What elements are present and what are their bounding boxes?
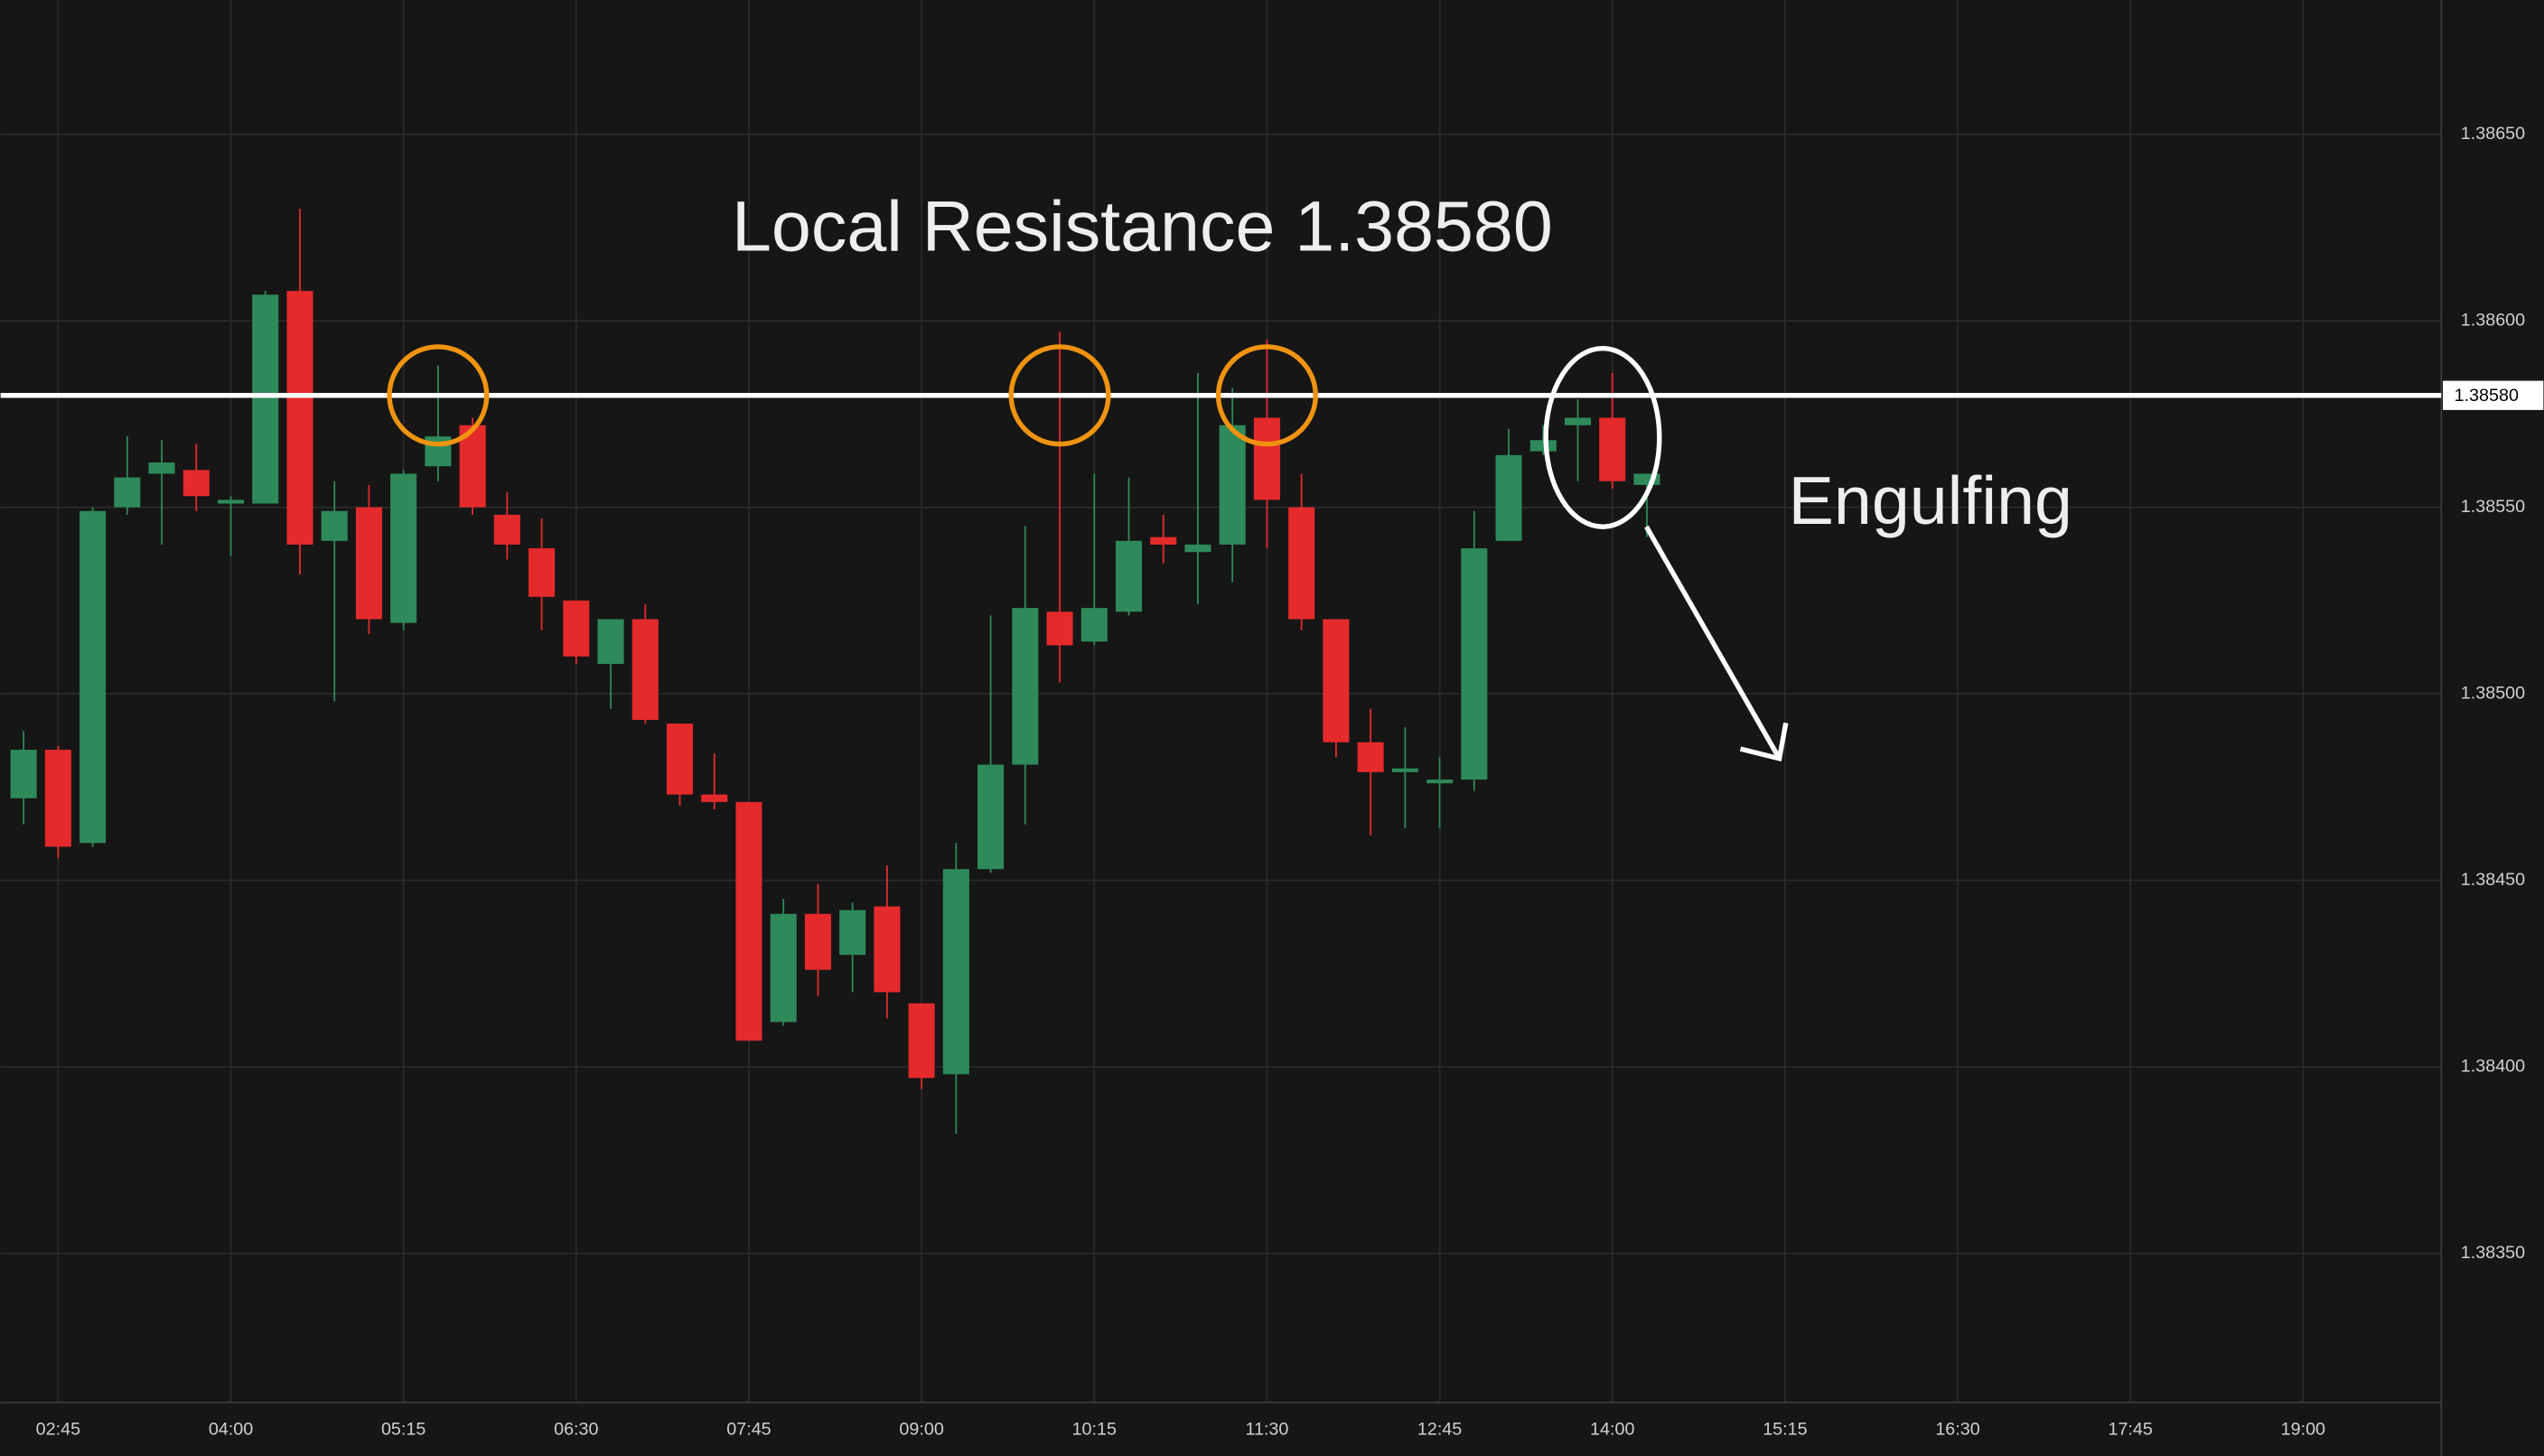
candle-body <box>1046 611 1073 646</box>
candle-body <box>114 477 141 508</box>
x-tick-label: 12:45 <box>1417 1419 1462 1439</box>
y-tick-label: 1.38600 <box>2461 310 2525 330</box>
candle-body <box>1288 507 1315 620</box>
candle-body <box>597 619 624 665</box>
candle-body <box>977 764 1005 870</box>
candle-body <box>1426 779 1454 784</box>
candle-body <box>666 723 694 795</box>
candle-body <box>1357 742 1384 772</box>
candle-body <box>390 473 417 623</box>
x-tick-label: 07:45 <box>726 1419 771 1439</box>
highlight-circle <box>1008 344 1111 447</box>
candle-body <box>1564 417 1592 425</box>
plot <box>10 209 1660 1134</box>
candle-body <box>1495 454 1522 541</box>
x-tick-label: 05:15 <box>381 1419 426 1439</box>
candle-body <box>148 462 175 474</box>
x-tick-label: 17:45 <box>2108 1419 2152 1439</box>
candle-body <box>874 906 901 993</box>
arrow-shaft <box>1644 525 1782 761</box>
y-tick-label: 1.38350 <box>2461 1243 2525 1263</box>
x-tick-label: 19:00 <box>2281 1419 2325 1439</box>
candle-body <box>1253 417 1280 500</box>
candle-body <box>735 801 762 1041</box>
x-tick-label: 09:00 <box>899 1419 943 1439</box>
candle-body <box>1150 537 1177 545</box>
x-tick-label: 15:15 <box>1763 1419 1807 1439</box>
candle-body <box>1599 417 1626 481</box>
candle-body <box>1391 768 1418 772</box>
y-tick-label: 1.38500 <box>2461 683 2525 703</box>
y-tick-label: 1.38450 <box>2461 870 2525 890</box>
candle-body <box>1012 608 1039 765</box>
resistance-label-box <box>2443 380 2544 410</box>
candle-body <box>908 1003 935 1078</box>
candle-body <box>1529 440 1557 452</box>
candle-body <box>252 294 279 504</box>
y-tick-label: 1.38650 <box>2461 124 2525 144</box>
annotation: Engulfing <box>1789 462 2072 538</box>
candle-body <box>10 750 37 798</box>
resistance-label: 1.38580 <box>2455 386 2519 406</box>
candle-body <box>1323 619 1350 742</box>
candle-body <box>839 910 866 956</box>
y-tick-label: 1.38400 <box>2461 1056 2525 1076</box>
candle-body <box>804 913 831 970</box>
candle-body <box>44 750 71 847</box>
x-tick-label: 16:30 <box>1935 1419 1979 1439</box>
candle-body <box>493 514 520 545</box>
candle-body <box>942 869 969 1075</box>
highlight-circle <box>387 344 490 447</box>
grid <box>0 0 2442 1403</box>
x-tick-label: 14:00 <box>1590 1419 1634 1439</box>
chart-title: Local Resistance 1.38580 <box>732 187 1553 266</box>
candle-body <box>631 619 659 721</box>
candle-body <box>286 291 313 545</box>
x-tick-label: 04:00 <box>209 1419 253 1439</box>
candle-body <box>563 600 590 657</box>
candle-body <box>770 913 797 1022</box>
highlight-circle <box>1215 344 1318 447</box>
candle-body <box>1080 608 1108 642</box>
candle-body <box>1115 540 1143 612</box>
y-tick-label: 1.38550 <box>2461 497 2525 517</box>
candle-body <box>1461 548 1488 780</box>
candle-body <box>321 510 348 541</box>
x-tick-label: 02:45 <box>36 1419 80 1439</box>
candle-body <box>1219 425 1246 545</box>
candle-body <box>355 507 382 620</box>
highlight-ellipse <box>1543 345 1662 529</box>
candle-body <box>701 794 728 802</box>
candle-body <box>80 510 107 844</box>
arrow-head <box>1739 722 1789 762</box>
candle-body <box>528 548 556 597</box>
x-tick-label: 06:30 <box>554 1419 598 1439</box>
candle-body <box>182 470 210 497</box>
candle-body <box>217 499 245 504</box>
x-tick-label: 10:15 <box>1072 1419 1117 1439</box>
candle-body <box>1184 544 1211 553</box>
x-tick-label: 11:30 <box>1245 1419 1288 1439</box>
axes: 1.38350 1.38400 1.38450 1.38500 1.38550 1.386… <box>0 124 2544 1439</box>
